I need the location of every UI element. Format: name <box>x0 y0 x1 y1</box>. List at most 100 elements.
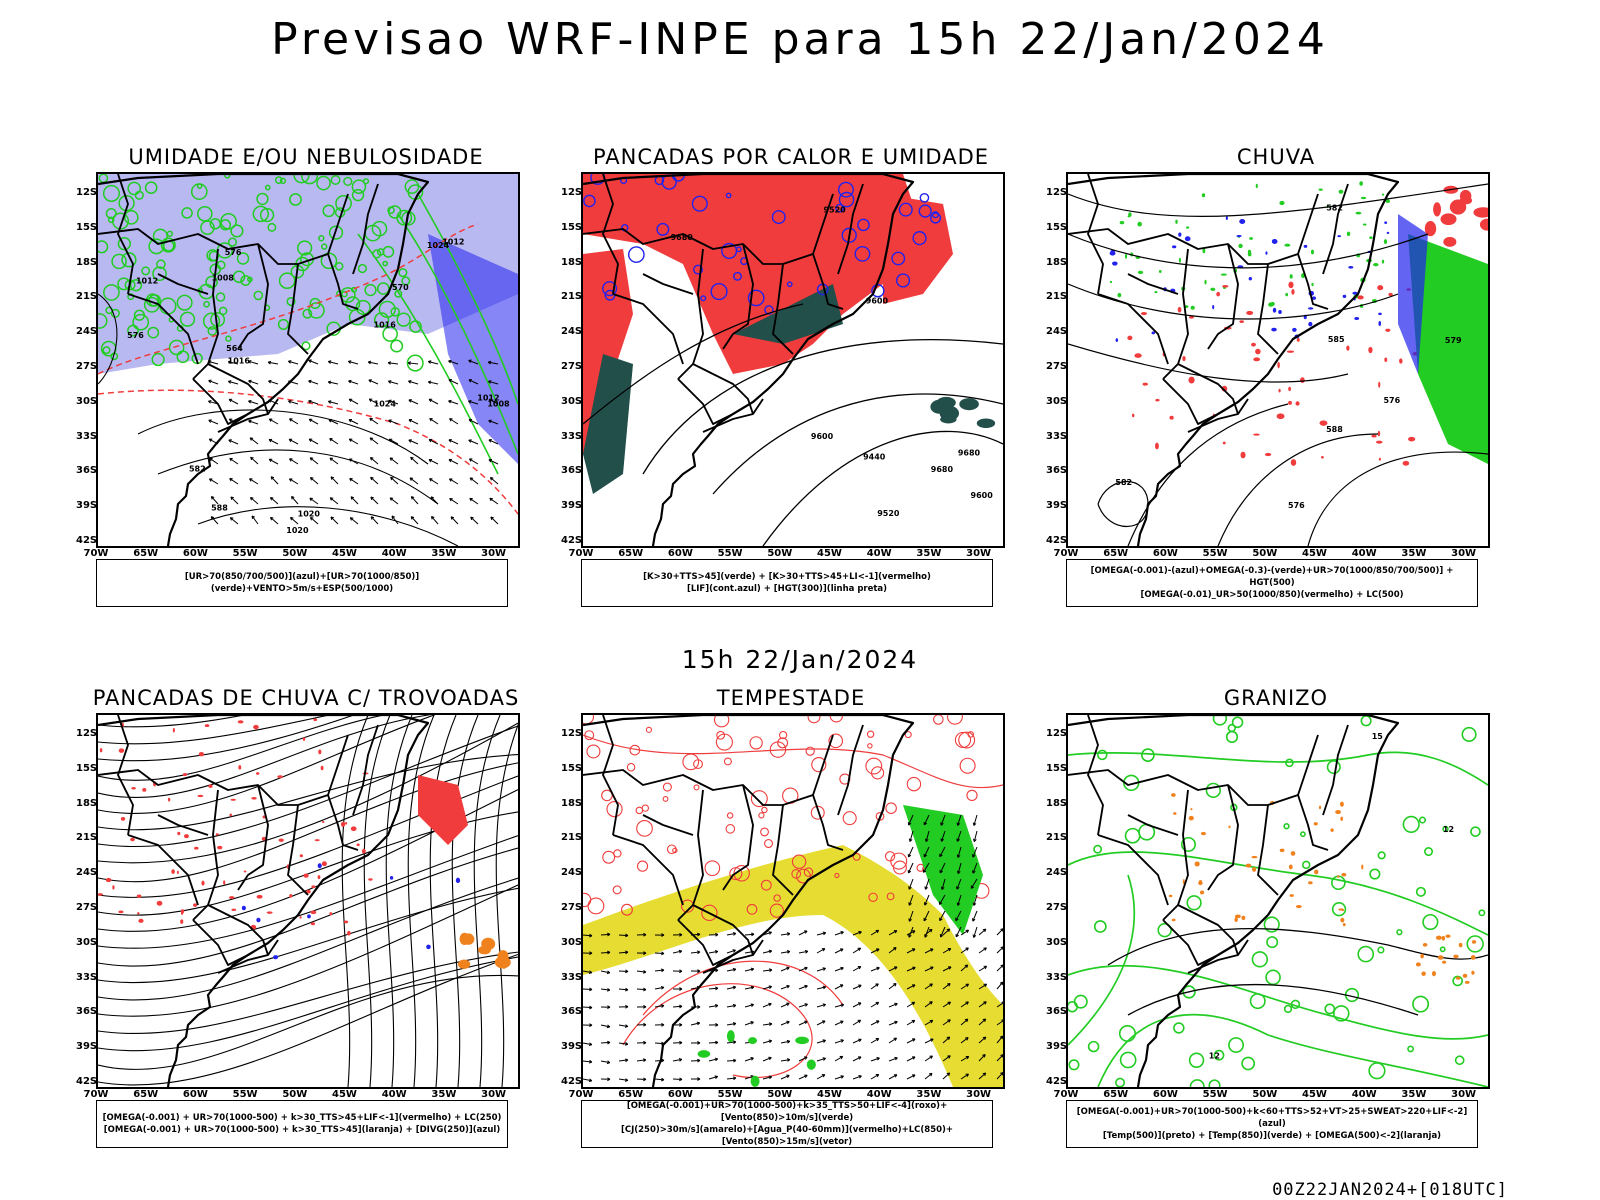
legend-line: [OMEGA(-0.001)+UR>70(1000-500)+k>35_TTS>… <box>626 1101 948 1123</box>
panel-legend: [OMEGA(-0.001)+UR>70(1000-500)+k<60+TTS>… <box>1066 1100 1478 1148</box>
lat-tick-label: 42S <box>76 535 98 546</box>
lat-tick-label: 18S <box>1046 256 1068 268</box>
svg-text:9680: 9680 <box>671 233 694 242</box>
forecast-map-graphic <box>98 715 518 1087</box>
lat-tick-label: 21S <box>76 832 98 844</box>
svg-text:1024: 1024 <box>374 399 397 408</box>
lon-tick-label: 50W <box>282 1089 308 1100</box>
lon-tick-label: 45W <box>817 548 842 559</box>
lon-tick-label: 60W <box>667 548 693 559</box>
lat-tick-label: 12S <box>1046 187 1068 198</box>
legend-line: [OMEGA(-0.01)_UR>50(1000/850)(vermelho) … <box>1140 590 1404 600</box>
svg-text:582: 582 <box>189 465 206 474</box>
lat-tick-label: 21S <box>1046 832 1068 844</box>
lon-tick-label: 55W <box>1202 548 1228 559</box>
legend-line: [LIF](cont.azul) + [HGT(300)](linha pret… <box>686 584 888 594</box>
lat-tick-label: 36S <box>1046 1006 1068 1018</box>
lat-tick-label: 39S <box>76 500 98 512</box>
lat-tick-label: 39S <box>561 500 583 512</box>
lat-tick-label: 39S <box>1046 500 1068 512</box>
lon-tick-label: 60W <box>1152 1089 1178 1100</box>
lon-tick-label: 70W <box>1053 1089 1079 1100</box>
svg-text:1016: 1016 <box>228 356 251 365</box>
svg-text:9600: 9600 <box>811 432 834 441</box>
lat-tick-label: 27S <box>76 361 98 372</box>
lat-tick-label: 18S <box>1046 797 1068 809</box>
lat-tick-label: 36S <box>561 465 583 477</box>
lon-tick-label: 70W <box>1053 548 1079 559</box>
lat-tick-label: 24S <box>561 867 583 879</box>
lat-tick-label: 33S <box>1046 430 1068 442</box>
svg-text:9520: 9520 <box>877 509 900 518</box>
svg-text:1020: 1020 <box>286 526 309 535</box>
lon-tick-label: 30W <box>966 548 992 559</box>
legend-line: [Temp(500)](preto) + [Temp(850)](verde) … <box>1102 1131 1442 1141</box>
lon-tick-label: 40W <box>381 1089 407 1100</box>
lon-tick-label: 60W <box>182 548 208 559</box>
forecast-map: 12 12 15 <box>1066 713 1490 1089</box>
lat-tick-label: 33S <box>76 430 98 442</box>
svg-text:1012: 1012 <box>477 393 499 402</box>
svg-text:582: 582 <box>1326 204 1343 213</box>
lon-tick-label: 35W <box>431 1089 457 1100</box>
svg-text:576: 576 <box>225 248 242 257</box>
lat-tick-label: 39S <box>76 1041 98 1053</box>
svg-text:9440: 9440 <box>863 452 886 461</box>
panel-legend: [UR>70(850/700/500)](azul)+[UR>70(1000/8… <box>96 559 508 607</box>
lon-tick-label: 30W <box>481 1089 507 1100</box>
panel-legend: [OMEGA(-0.001) + UR>70(1000-500) + k>30_… <box>96 1100 508 1148</box>
svg-text:9680: 9680 <box>958 449 981 458</box>
lat-tick-label: 30S <box>1046 395 1068 407</box>
lat-tick-label: 18S <box>76 256 98 268</box>
lon-tick-label: 60W <box>182 1089 208 1100</box>
run-footer: 00Z22JAN2024+[018UTC] <box>1272 1180 1508 1200</box>
svg-text:576: 576 <box>1383 396 1400 405</box>
lat-tick-label: 36S <box>76 1006 98 1018</box>
svg-text:576: 576 <box>127 331 144 340</box>
map-panel-3: CHUVA 12S 15S 18S 21S 24S 27S 30S 33S 36S 39S 42S 70… <box>1046 145 1506 607</box>
svg-text:9600: 9600 <box>971 491 994 500</box>
lon-tick-label: 70W <box>568 548 594 559</box>
panel-title: PANCADAS DE CHUVA C/ TROVOADAS <box>92 686 520 710</box>
lon-tick-label: 45W <box>1302 548 1327 559</box>
lat-tick-label: 30S <box>1046 936 1068 948</box>
lat-tick-label: 33S <box>561 971 583 983</box>
lat-tick-label: 21S <box>561 832 583 844</box>
lon-tick-label: 55W <box>1202 1089 1228 1100</box>
lon-tick-label: 70W <box>568 1089 594 1100</box>
forecast-map-graphic <box>583 715 1003 1087</box>
lat-tick-label: 36S <box>561 1006 583 1018</box>
lat-tick-label: 12S <box>561 728 583 739</box>
lon-tick-label: 35W <box>916 548 942 559</box>
lon-tick-label: 35W <box>1401 1089 1427 1100</box>
lat-tick-label: 24S <box>76 326 98 338</box>
lon-tick-label: 65W <box>1103 1089 1129 1100</box>
forecast-map: 588 582 576 585 579 576 582 <box>1066 172 1490 548</box>
lon-tick-label: 30W <box>1451 1089 1477 1100</box>
map-panel-1: UMIDADE E/OU NEBULOSIDADE 12S 15S 18S 21S 24S… <box>76 145 536 607</box>
lat-tick-label: 24S <box>561 326 583 338</box>
lon-tick-label: 50W <box>1252 548 1278 559</box>
lat-tick-label: 39S <box>561 1041 583 1053</box>
lon-tick-label: 55W <box>232 1089 258 1100</box>
lon-tick-label: 45W <box>332 548 357 559</box>
lat-tick-label: 42S <box>1046 1076 1068 1087</box>
legend-line: [CJ(250)>30m/s](amarelo)+[Agua_P(40-60mm… <box>620 1125 954 1147</box>
forecast-map-graphic: 1012 100810161020102410201024101610121008… <box>98 174 518 546</box>
lon-tick-label: 65W <box>133 548 159 559</box>
lon-tick-label: 40W <box>866 1089 892 1100</box>
lat-tick-label: 15S <box>1046 762 1068 774</box>
panel-title: GRANIZO <box>1223 686 1329 710</box>
lon-tick-label: 70W <box>83 548 109 559</box>
svg-text:1024: 1024 <box>427 241 450 250</box>
svg-text:588: 588 <box>211 504 228 513</box>
lat-tick-label: 33S <box>76 971 98 983</box>
lon-tick-label: 45W <box>817 1089 842 1100</box>
lat-tick-label: 18S <box>561 797 583 809</box>
svg-text:9520: 9520 <box>823 205 846 214</box>
lon-tick-label: 30W <box>1451 548 1477 559</box>
lat-tick-label: 39S <box>1046 1041 1068 1053</box>
panel-legend: [K>30+TTS>45](verde) + [K>30+TTS>45+LI<-… <box>581 559 993 607</box>
map-panel-4: PANCADAS DE CHUVA C/ TROVOADAS 12S 15S 18S 2… <box>76 686 536 1148</box>
svg-text:570: 570 <box>392 283 409 292</box>
